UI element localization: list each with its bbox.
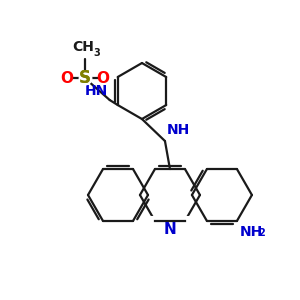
Text: N: N: [164, 222, 176, 237]
Text: 2: 2: [258, 228, 265, 238]
Text: O: O: [96, 70, 109, 86]
Text: S: S: [79, 69, 91, 87]
Text: NH: NH: [167, 123, 190, 137]
Text: HN: HN: [85, 84, 108, 98]
Text: S: S: [79, 69, 91, 87]
Text: CH: CH: [72, 40, 94, 54]
Text: NH: NH: [240, 225, 263, 239]
Text: 3: 3: [94, 48, 100, 58]
Text: O: O: [60, 70, 73, 86]
